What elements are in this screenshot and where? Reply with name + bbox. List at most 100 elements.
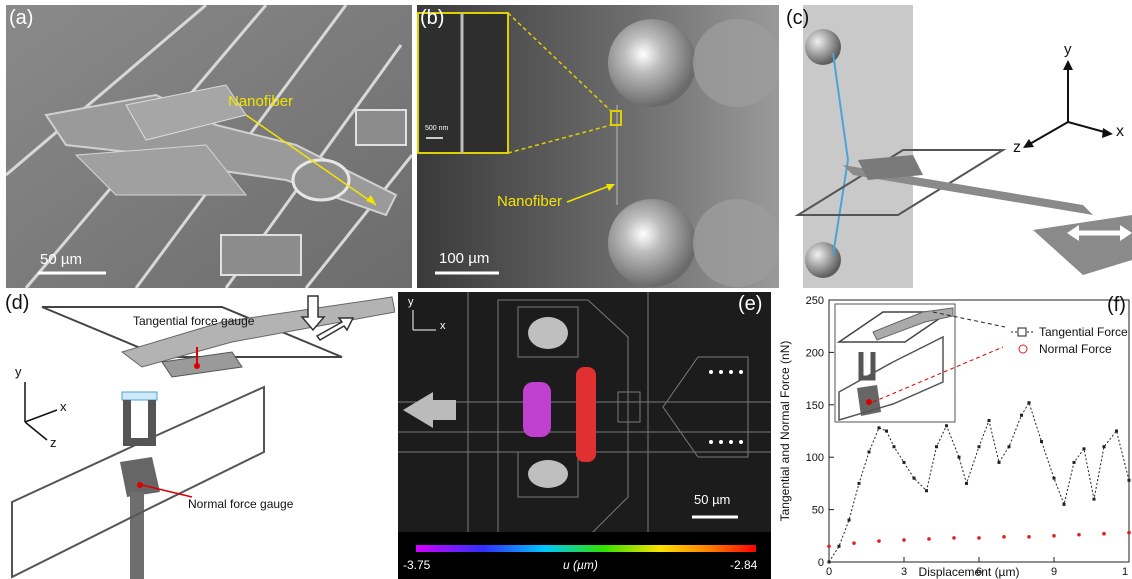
data-point (1027, 535, 1031, 539)
panel-a-label: (a) (9, 7, 34, 29)
panel-b-inset-scalebar-label: 500 nm (425, 125, 449, 132)
x-tick-label: 6 (976, 566, 982, 578)
colorbar-min-label: -3.75 (403, 558, 431, 572)
panel-d-axis-y: y (15, 364, 22, 379)
data-point (827, 544, 831, 549)
data-point (1127, 478, 1131, 482)
data-point (885, 429, 888, 433)
panel-d-axis-z: z (50, 435, 57, 450)
data-point (877, 539, 881, 543)
data-point (977, 536, 981, 540)
data-point (935, 445, 938, 449)
data-point (852, 541, 856, 545)
panel-a: (a) Nanofiber 50 µm (6, 5, 412, 288)
data-point (987, 419, 991, 423)
data-point (1007, 445, 1011, 449)
panel-e-scalebar-label: 50 µm (694, 492, 731, 507)
panel-f: Tangential and Normal Force (nN) Displac… (773, 292, 1132, 579)
data-point (1020, 413, 1023, 417)
colorbar-title: u (µm) (563, 558, 598, 572)
y-tick-label: 200 (806, 347, 824, 359)
panel-e-axis-y: y (408, 296, 414, 308)
y-tick-label: 0 (818, 557, 824, 569)
data-point (1082, 447, 1086, 451)
data-point (1092, 497, 1096, 501)
series-normal-force (827, 530, 1131, 549)
purple-dot-cluster (523, 382, 551, 437)
legend-label: Tangential Force (1039, 325, 1128, 339)
legend-item: Tangential Force (1011, 325, 1128, 339)
y-tick-label: 50 (812, 505, 824, 517)
panel-b-label: (b) (420, 7, 445, 29)
data-point (867, 450, 871, 454)
axes-triad-c (1027, 65, 1109, 146)
x-axis-label: Displacement (µm) (919, 565, 1020, 579)
y-tick-label: 250 (806, 295, 824, 307)
data-point (1040, 439, 1043, 443)
data-point (877, 426, 881, 430)
panel-b-nanofiber-label: Nanofiber (497, 193, 563, 210)
y-tick-label: 150 (806, 400, 824, 412)
panel-c: (c) y z x (783, 5, 1132, 288)
data-point (952, 536, 956, 540)
panel-f-label: (f) (1107, 294, 1126, 316)
panel-a-nanofiber-label: Nanofiber (228, 93, 294, 110)
data-point (977, 445, 981, 449)
normal-force-gauge-label: Normal force gauge (188, 497, 294, 511)
legend-item: Normal Force (1018, 342, 1112, 356)
panel-a-sem-image (6, 5, 412, 288)
data-point (837, 544, 841, 548)
panel-b-scalebar-label: 100 µm (439, 250, 490, 267)
data-point (1052, 534, 1056, 538)
panel-b-image (417, 5, 779, 288)
data-point (1052, 476, 1056, 480)
x-tick-label: 3 (901, 566, 907, 578)
series-tangential-force (827, 401, 1131, 564)
force-chart: Tangential and Normal Force (nN) Displac… (778, 295, 1131, 579)
microsphere-bottom (608, 199, 696, 287)
colorbar (416, 545, 756, 552)
y-axis-label: Tangential and Normal Force (nN) (778, 341, 792, 522)
y-tick-label: 100 (806, 452, 824, 464)
data-point (892, 445, 896, 449)
axes-triad-e (412, 310, 436, 331)
panel-d-schematic (2, 292, 395, 579)
panel-e-label: (e) (738, 293, 763, 315)
panel-d-axis-x: x (60, 399, 67, 414)
panel-e-displacement-map (398, 292, 771, 579)
panel-b: (b) 500 nm Nanofiber 100 µm (417, 5, 779, 288)
data-point (847, 518, 851, 522)
data-point (997, 460, 1001, 464)
data-point (925, 489, 928, 493)
panel-e: (e) y x 50 µm -3.75 u (µm) -2.84 (398, 292, 771, 579)
data-point (902, 460, 906, 464)
data-point (1102, 531, 1106, 536)
data-point (912, 476, 916, 480)
legend-label: Normal Force (1039, 342, 1112, 356)
panel-c-axis-z: z (1013, 139, 1021, 156)
red-dot-cluster (576, 367, 596, 462)
data-point (1077, 532, 1081, 537)
panel-c-schematic (783, 5, 1132, 288)
legend: Tangential Force Normal Force (1011, 325, 1128, 356)
panel-c-label: (c) (786, 7, 810, 29)
axes-triad-d (24, 382, 58, 441)
data-point (1115, 429, 1118, 433)
series-line (828, 401, 1130, 563)
data-point (927, 537, 931, 541)
x-tick-label: 1 (1122, 566, 1128, 578)
data-point (1072, 460, 1076, 464)
data-point (1127, 530, 1131, 535)
nanofiber-arrow (245, 114, 377, 206)
x-tick-label: 9 (1051, 566, 1057, 578)
colorbar-max-label: -2.84 (730, 558, 758, 572)
data-point (965, 481, 968, 485)
data-point (957, 455, 961, 459)
panel-d: (d) Tangential force gauge Normal force … (2, 292, 395, 579)
data-point (1027, 401, 1031, 405)
data-point (1062, 502, 1066, 506)
data-point (945, 424, 948, 428)
data-point (827, 560, 831, 564)
tangential-force-gauge-label: Tangential force gauge (133, 314, 255, 328)
inset-schematic (834, 303, 1006, 423)
